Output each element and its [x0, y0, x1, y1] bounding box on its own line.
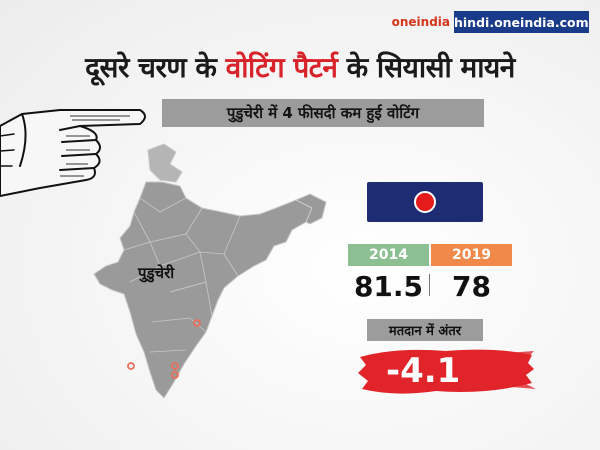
headline-highlight: वोटिंग पैटर्न — [225, 51, 338, 84]
value-2014: 81.5 — [353, 270, 424, 303]
party-panel — [367, 182, 483, 222]
headline: दूसरे चरण के वोटिंग पैटर्न के सियासी माय… — [0, 48, 600, 86]
difference-value: -4.1 — [386, 351, 461, 391]
headline-part3: के सियासी मायने — [337, 51, 516, 84]
brand-url[interactable]: hindi.oneindia.com — [454, 11, 589, 33]
brand-logo: oneindia — [391, 15, 450, 29]
headline-part1: दूसरे चरण के — [85, 51, 226, 84]
map-region-label: पुडुचेरी — [138, 264, 175, 282]
value-divider — [429, 274, 430, 296]
brand-bar[interactable]: oneindia hindi.oneindia.com — [391, 11, 589, 33]
year-2019-label: 2019 — [431, 244, 512, 266]
party-symbol-icon — [414, 191, 436, 213]
value-2019: 78 — [452, 270, 491, 303]
year-2014-label: 2014 — [348, 244, 429, 266]
india-map-icon — [93, 143, 327, 399]
difference-brush-stroke — [358, 349, 536, 394]
difference-label: मतदान में अंतर — [367, 319, 483, 341]
subtitle-banner: पुडुचेरी में 4 फीसदी कम हुई वोटिंग — [162, 99, 484, 127]
pointing-hand-icon — [0, 109, 146, 197]
